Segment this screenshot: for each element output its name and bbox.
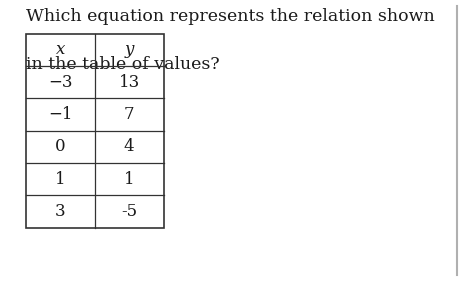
Text: −3: −3: [48, 74, 73, 91]
Text: x: x: [56, 41, 65, 58]
Bar: [26, 34, 164, 228]
Text: in the table of values?: in the table of values?: [26, 56, 219, 73]
Text: 1: 1: [124, 171, 135, 188]
Text: Which equation represents the relation shown: Which equation represents the relation s…: [26, 8, 435, 25]
Text: −1: −1: [48, 106, 73, 123]
Text: 7: 7: [124, 106, 135, 123]
Text: 0: 0: [55, 138, 66, 155]
Text: 4: 4: [124, 138, 135, 155]
Text: y: y: [125, 41, 134, 58]
Text: 3: 3: [55, 203, 66, 220]
Text: 13: 13: [118, 74, 140, 91]
Text: 1: 1: [55, 171, 66, 188]
Text: -5: -5: [121, 203, 137, 220]
